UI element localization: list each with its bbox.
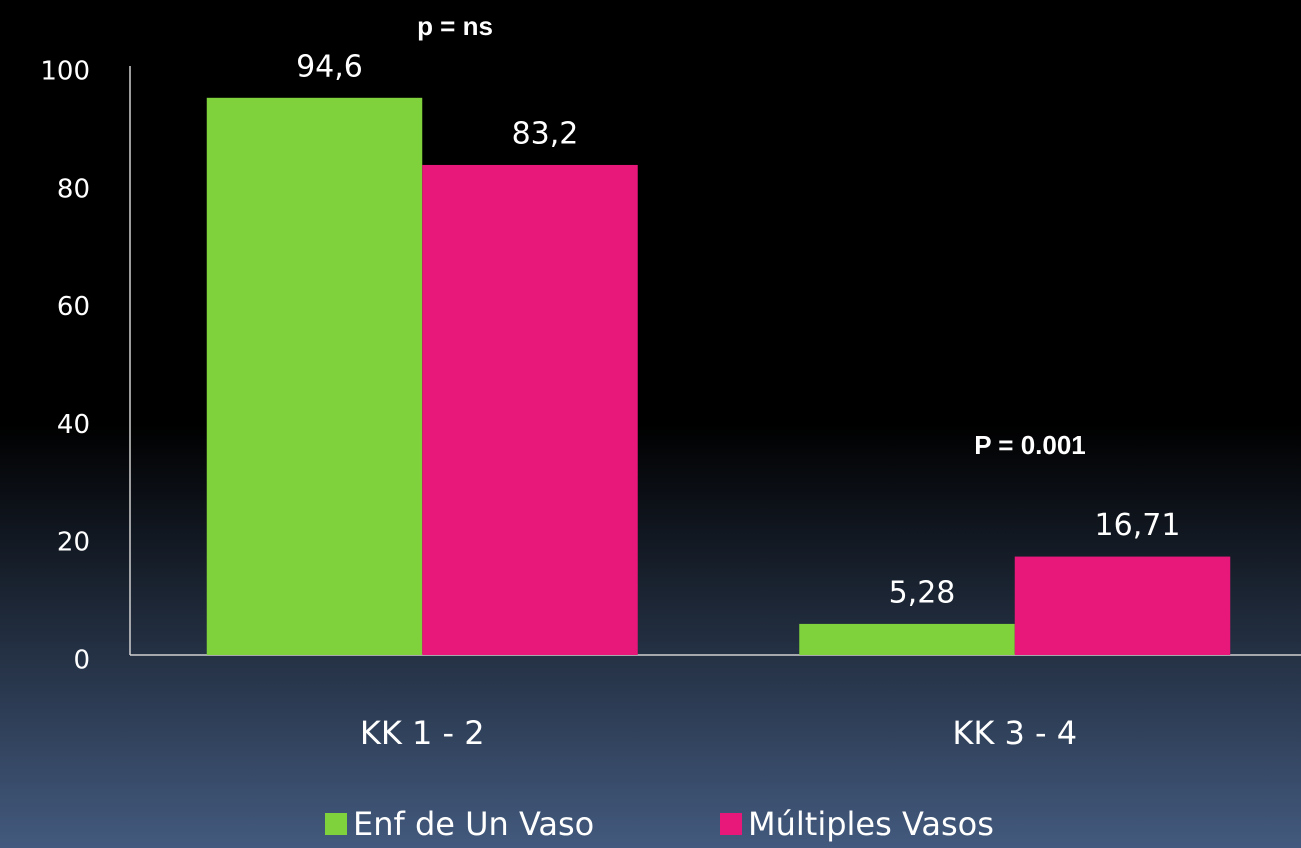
legend-label: Enf de Un Vaso — [353, 805, 594, 843]
y-tick-label: 0 — [73, 646, 90, 676]
annotation: p = ns — [417, 11, 493, 41]
bar — [1014, 556, 1231, 655]
x-tick-label: KK 3 - 4 — [952, 714, 1077, 752]
bar — [422, 164, 638, 655]
y-tick-label: 80 — [57, 174, 90, 204]
value-label: 16,71 — [1095, 508, 1181, 543]
legend-label: Múltiples Vasos — [748, 805, 994, 843]
y-tick-label: 60 — [57, 292, 90, 322]
y-tick-label: 20 — [57, 528, 90, 558]
legend-swatch — [325, 813, 347, 835]
value-label: 94,6 — [296, 49, 363, 84]
legend-swatch — [720, 813, 742, 835]
bar — [206, 97, 423, 655]
value-label: 5,28 — [889, 575, 956, 610]
y-tick-label: 100 — [40, 57, 90, 87]
x-tick-label: KK 1 - 2 — [360, 714, 485, 752]
annotation: P = 0.001 — [974, 430, 1086, 460]
bar — [799, 623, 1015, 655]
y-tick-label: 40 — [57, 410, 90, 440]
value-label: 83,2 — [512, 116, 579, 151]
